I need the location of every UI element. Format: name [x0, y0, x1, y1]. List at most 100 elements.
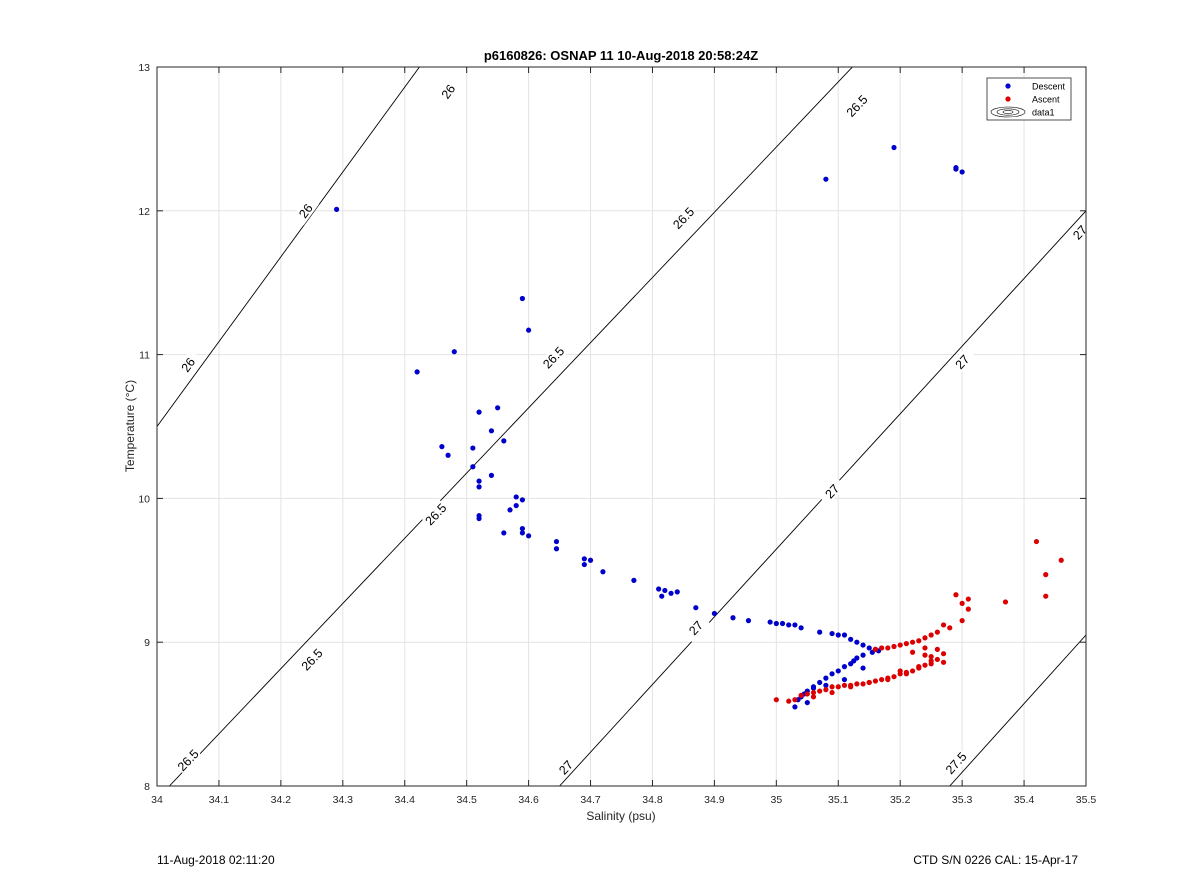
descent-point [841, 664, 848, 670]
density-contour-label-bg [842, 91, 871, 121]
density-contour-label: 26 [179, 355, 199, 375]
ascent-point [823, 687, 829, 693]
density-contour-label-bg [539, 343, 568, 372]
density-contour-label: 26 [296, 201, 316, 221]
x-tick-label: 34.3 [333, 794, 354, 806]
ascent-point [959, 600, 965, 606]
descent-point [513, 502, 519, 509]
density-contour-label-bg [942, 748, 970, 778]
ascent-point [1058, 557, 1064, 563]
descent-point [519, 295, 526, 302]
y-tick-label: 12 [138, 206, 150, 218]
legend-box [986, 77, 1072, 121]
descent-point [829, 671, 835, 677]
density-contour-label-bg [681, 613, 710, 643]
ascent-point [922, 662, 928, 668]
descent-point [519, 525, 526, 532]
density-contour-label-bg [292, 196, 319, 226]
descent-point [659, 593, 665, 599]
ascent-point [891, 674, 897, 680]
x-tick-label: 34.8 [642, 794, 663, 806]
descent-point [476, 515, 482, 522]
ascent-point [829, 689, 835, 696]
ascent-point [872, 646, 879, 652]
descent-point [848, 636, 854, 642]
descent-point [959, 169, 965, 175]
ascent-point [804, 691, 810, 697]
ascent-point [872, 678, 879, 684]
x-tick-label: 34.1 [209, 794, 230, 806]
ascent-point [909, 668, 916, 674]
x-tick-label: 34.6 [518, 794, 539, 806]
ascent-point [885, 676, 891, 683]
descent-point [891, 144, 897, 151]
descent-point [786, 622, 792, 628]
y-tick-label: 8 [144, 781, 150, 793]
descent-point [779, 620, 786, 627]
ascent-point [940, 651, 947, 657]
descent-point [476, 478, 482, 484]
plot-frame [156, 66, 1087, 787]
x-tick-label: 34.9 [704, 794, 725, 806]
descent-point [773, 620, 779, 627]
ascent-point [940, 659, 947, 665]
density-contour-label-bg [818, 476, 847, 506]
descent-point [804, 699, 810, 706]
descent-point [817, 679, 823, 686]
legend-descent-marker [1005, 83, 1011, 89]
y-tick-label: 10 [138, 493, 150, 505]
density-contour-label-bg [173, 745, 202, 775]
ascent-point [959, 618, 965, 624]
density-contour-label-bg [174, 350, 202, 380]
ascent-point [891, 643, 897, 650]
ascent-point [934, 629, 940, 635]
descent-point [810, 685, 817, 691]
ascent-point [928, 653, 934, 660]
density-contour-label-bg [421, 499, 450, 529]
density-contour-label-bg [1065, 218, 1094, 247]
density-contour-label-bg [948, 347, 977, 377]
x-tick-label: 35.1 [828, 794, 849, 806]
x-tick-label: 35.3 [952, 794, 973, 806]
ascent-point [786, 698, 792, 704]
descent-point [860, 652, 866, 658]
x-tick-label: 34.5 [456, 794, 477, 806]
descent-point [829, 630, 835, 637]
descent-point [841, 676, 848, 683]
density-contour-26.5 [169, 67, 854, 786]
ascent-point [897, 668, 903, 674]
ascent-point [965, 596, 971, 602]
descent-point [470, 445, 476, 451]
x-tick-label: 35.4 [1014, 794, 1035, 806]
descent-point [860, 665, 866, 671]
ascent-point [922, 645, 928, 651]
ascent-point [866, 679, 872, 686]
descent-point [817, 629, 823, 635]
legend-contour-icon [990, 106, 1026, 118]
ascent-point [773, 697, 779, 703]
legend-ascent-marker [1005, 96, 1011, 102]
ascent-point [897, 642, 903, 648]
descent-point [854, 639, 860, 645]
descent-point [507, 507, 513, 513]
descent-point [334, 206, 340, 212]
descent-point [476, 484, 482, 490]
descent-point [668, 590, 674, 596]
ascent-point [947, 625, 953, 631]
descent-point [553, 546, 560, 552]
descent-point [581, 556, 587, 562]
ascent-point [860, 681, 866, 687]
legend-descent-label: Descent [1032, 82, 1066, 92]
ascent-point [829, 684, 835, 690]
ascent-point [909, 649, 916, 655]
ascent-point [885, 645, 891, 651]
x-tick-label: 35 [770, 794, 782, 806]
descent-point [414, 369, 420, 375]
descent-point [823, 176, 829, 182]
ascent-point [1043, 572, 1049, 578]
ascent-point [903, 671, 909, 677]
ascent-point [879, 676, 885, 683]
descent-point [866, 645, 872, 651]
density-contour-label-bg [434, 76, 462, 107]
descent-point [445, 452, 451, 458]
